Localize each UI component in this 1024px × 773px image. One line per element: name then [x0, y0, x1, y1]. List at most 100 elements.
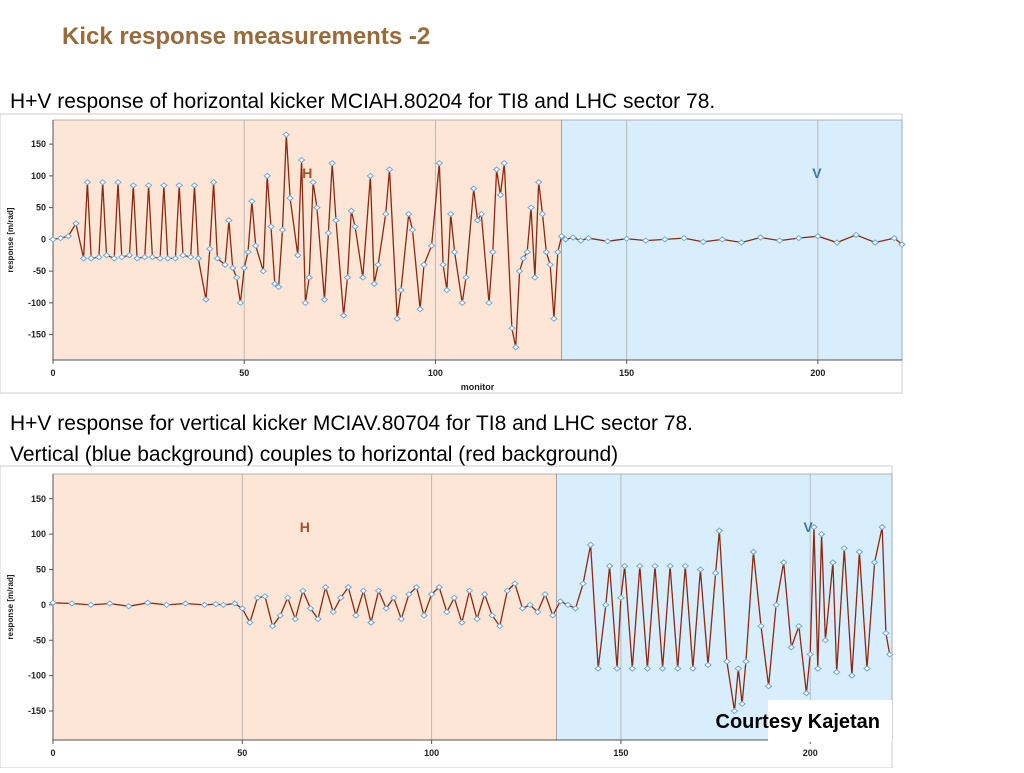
data-point [359, 587, 368, 594]
data-point [810, 523, 818, 531]
data-point [556, 598, 565, 605]
region-label: V [812, 165, 822, 181]
data-point [374, 261, 382, 268]
y-tick-label: 0 [41, 600, 46, 610]
data-point [643, 665, 652, 672]
data-point [458, 299, 466, 307]
data-point [571, 605, 580, 612]
data-point [274, 283, 283, 291]
data-point [723, 658, 731, 665]
data-point [882, 630, 890, 637]
data-point [267, 223, 275, 230]
data-point [495, 622, 504, 630]
data-point [49, 599, 57, 606]
data-point [527, 204, 535, 211]
data-point [473, 217, 482, 224]
data-point [238, 605, 247, 612]
data-point [696, 566, 705, 573]
data-point [601, 601, 610, 609]
data-point [492, 166, 501, 173]
data-point [179, 252, 187, 259]
data-point [297, 156, 306, 164]
data-point [757, 622, 765, 630]
data-point [370, 280, 379, 287]
data-point [102, 252, 111, 259]
data-point [526, 601, 534, 609]
x-tick-label: 100 [428, 368, 443, 378]
charts: 0 50 100 150 200 -150 -100 -50 0 50 100 150 response… [0, 113, 906, 769]
data-point [523, 248, 531, 256]
data-point [443, 287, 451, 294]
data-point [500, 160, 509, 167]
data-point [699, 238, 707, 246]
data-point [534, 179, 543, 186]
data-point [381, 210, 390, 218]
data-point [405, 591, 413, 598]
data-point [680, 234, 688, 242]
data-point [814, 233, 822, 240]
data-point [347, 207, 356, 214]
data-point [358, 274, 367, 281]
x-tick-label: 0 [50, 748, 55, 758]
data-point [221, 261, 229, 268]
data-point [110, 255, 118, 262]
data-point [641, 237, 650, 244]
slide-title: Kick response measurements -2 [62, 23, 430, 50]
data-point [503, 587, 512, 594]
data-point [673, 665, 682, 672]
data-point [283, 594, 292, 601]
data-point [561, 236, 570, 243]
y-tick-label: 150 [31, 139, 46, 149]
data-point [219, 601, 228, 609]
data-point [817, 530, 826, 538]
data-point [339, 312, 348, 319]
data-point [795, 622, 803, 630]
data-point [870, 559, 879, 566]
data-point [236, 299, 245, 307]
data-point [794, 234, 803, 242]
data-point [806, 651, 815, 658]
data-point [554, 248, 562, 256]
data-point [885, 651, 894, 658]
data-point [742, 658, 750, 665]
data-point [579, 580, 587, 587]
data-point [190, 182, 199, 189]
data-point [305, 274, 314, 281]
data-point [446, 210, 455, 218]
data-point [829, 559, 837, 566]
data-point [515, 267, 524, 275]
chart: 0 50 100 150 200 -150 -100 -50 0 50 100 150 response… [0, 113, 906, 394]
data-point [397, 287, 405, 294]
data-point [324, 229, 333, 237]
data-point [352, 612, 360, 619]
x-tick-label: 50 [239, 368, 249, 378]
data-point [171, 255, 180, 262]
y-tick-label: -100 [28, 671, 46, 681]
data-point [144, 182, 153, 189]
data-point [87, 255, 96, 262]
data-point [320, 296, 329, 303]
data-point [435, 160, 444, 167]
data-point [212, 601, 220, 608]
data-point [367, 619, 375, 626]
data-point [538, 210, 547, 218]
data-point [106, 600, 114, 607]
data-point [519, 255, 528, 262]
data-point [435, 584, 443, 591]
x-tick-label: 100 [424, 748, 439, 758]
data-point [738, 700, 746, 708]
data-point [95, 253, 103, 261]
data-point [576, 237, 585, 244]
data-point [118, 253, 126, 261]
data-point [814, 665, 822, 672]
data-point [508, 325, 516, 332]
y-tick-label: 100 [31, 529, 46, 539]
data-point [477, 210, 486, 218]
data-point [473, 615, 481, 623]
data-point [114, 179, 122, 186]
data-point [557, 233, 566, 240]
data-point [661, 236, 669, 243]
data-point [569, 234, 577, 241]
data-point [420, 612, 428, 619]
